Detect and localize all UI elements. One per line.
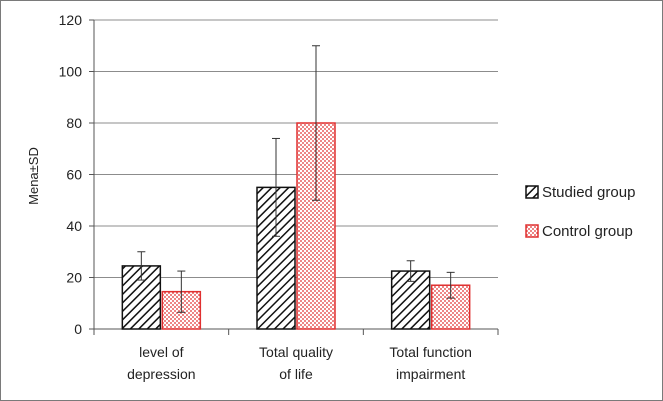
y-tick-label: 60 (66, 167, 82, 183)
x-category-label: of life (279, 366, 313, 382)
axes (89, 19, 499, 335)
legend: Studied group Control group (525, 184, 635, 240)
error-bars (137, 45, 455, 313)
x-category-labels: level of depression Total quality of life To… (127, 344, 472, 382)
y-tick-label: 80 (66, 115, 82, 131)
legend-swatch-studied (525, 185, 539, 199)
legend-swatch-control (525, 224, 539, 238)
y-axis-title: Mena±SD (26, 147, 41, 205)
x-category-label: Total function (389, 344, 472, 360)
gridlines (94, 19, 498, 278)
y-tick-label: 40 (66, 218, 82, 234)
y-tick-label: 0 (74, 321, 82, 337)
y-tick-label: 100 (59, 64, 83, 80)
legend-label-control: Control group (542, 223, 633, 240)
x-category-label: level of (139, 344, 183, 360)
x-category-label: impairment (396, 366, 465, 382)
y-tick-label: 20 (66, 270, 82, 286)
x-category-label: depression (127, 366, 196, 382)
y-tick-label: 120 (59, 12, 83, 28)
legend-label-studied: Studied group (542, 184, 635, 201)
x-category-label: Total quality (259, 344, 333, 360)
y-tick-labels: 0 20 40 60 80 100 120 (59, 12, 83, 337)
